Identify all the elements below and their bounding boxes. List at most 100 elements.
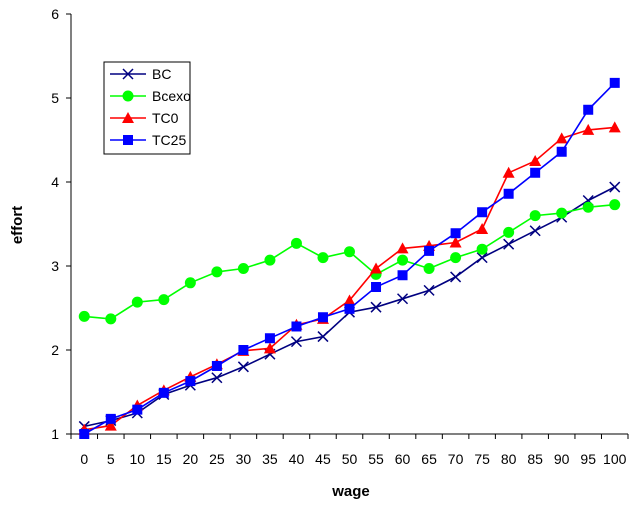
data-point-bc xyxy=(397,293,409,305)
x-tick-label: 55 xyxy=(368,451,384,467)
data-point-bc xyxy=(450,271,462,283)
data-point-bc xyxy=(609,181,621,193)
x-tick-label: 10 xyxy=(130,451,146,467)
data-point-bcexo xyxy=(556,207,568,219)
data-point-bc xyxy=(503,238,515,250)
y-tick-label: 1 xyxy=(51,426,59,442)
x-tick-label: 70 xyxy=(448,451,464,467)
data-point-bcexo xyxy=(184,277,196,289)
data-point-tc25 xyxy=(211,360,222,371)
x-tick-label: 15 xyxy=(156,451,172,467)
data-point-bcexo xyxy=(423,263,435,275)
data-point-bc xyxy=(237,361,249,373)
data-point-bcexo xyxy=(609,199,621,211)
legend-marker-tc25 xyxy=(123,135,133,145)
data-point-bcexo xyxy=(158,294,170,306)
data-point-bcexo xyxy=(317,252,329,264)
x-axis-title: wage xyxy=(331,483,370,500)
data-point-tc0 xyxy=(449,236,462,248)
data-point-tc0 xyxy=(104,419,117,431)
data-point-bcexo xyxy=(503,226,515,238)
x-tick-label: 30 xyxy=(236,451,252,467)
data-point-bcexo xyxy=(264,254,276,266)
data-point-bc xyxy=(529,225,541,237)
data-point-bcexo xyxy=(237,263,249,275)
legend-marker-tc0 xyxy=(122,112,134,123)
data-point-bcexo xyxy=(105,313,117,325)
data-point-bc xyxy=(317,331,329,343)
data-point-bcexo xyxy=(131,296,143,308)
data-point-tc25 xyxy=(79,429,90,439)
legend-marker-bcexo xyxy=(122,90,134,102)
x-tick-label: 100 xyxy=(603,451,627,467)
data-point-bc xyxy=(370,301,382,313)
data-point-tc25 xyxy=(291,321,302,332)
data-point-tc25 xyxy=(185,376,196,387)
data-point-tc25 xyxy=(238,345,249,355)
data-point-tc0 xyxy=(529,155,542,166)
x-tick-label: 90 xyxy=(554,451,570,467)
data-point-bcexo xyxy=(290,237,302,249)
data-point-bc xyxy=(290,336,302,348)
data-point-bcexo xyxy=(344,246,355,258)
x-tick-label: 85 xyxy=(527,451,543,467)
data-point-bcexo xyxy=(529,210,541,222)
data-point-bcexo xyxy=(397,254,409,266)
data-point-bcexo xyxy=(211,266,223,278)
y-tick-label: 5 xyxy=(51,90,59,106)
data-point-tc0 xyxy=(343,294,356,306)
data-point-tc0 xyxy=(502,166,515,178)
x-tick-label: 50 xyxy=(342,451,358,467)
legend-label-bc: BC xyxy=(152,66,171,82)
x-tick-label: 25 xyxy=(209,451,225,467)
data-point-tc25 xyxy=(477,207,488,218)
data-point-bcexo xyxy=(450,252,462,264)
x-tick-label: 80 xyxy=(501,451,517,467)
y-axis-title: effort xyxy=(9,206,26,244)
data-point-tc25 xyxy=(503,188,514,199)
legend-label-tc25: TC25 xyxy=(152,132,186,148)
data-point-tc0 xyxy=(370,262,383,274)
y-tick-label: 2 xyxy=(51,342,59,358)
data-point-tc25 xyxy=(556,146,567,157)
data-point-bcexo xyxy=(582,201,594,213)
legend-label-tc0: TC0 xyxy=(152,110,179,126)
x-tick-label: 75 xyxy=(474,451,490,467)
legend-box xyxy=(103,61,191,155)
data-point-tc25 xyxy=(317,312,328,323)
y-tick-label: 3 xyxy=(51,258,59,274)
x-tick-label: 65 xyxy=(421,451,437,467)
data-point-tc0 xyxy=(396,242,409,254)
data-point-tc0 xyxy=(555,132,568,144)
data-point-bcexo xyxy=(78,310,90,322)
x-tick-label: 40 xyxy=(289,451,305,467)
data-point-tc25 xyxy=(371,282,382,292)
data-point-tc25 xyxy=(609,77,620,88)
x-tick-label: 20 xyxy=(183,451,199,467)
x-tick-label: 5 xyxy=(107,451,115,467)
legend: BC Bcexo TC0 TC25 xyxy=(103,61,191,155)
data-point-tc25 xyxy=(583,104,594,115)
data-point-tc25 xyxy=(158,387,169,398)
data-point-tc25 xyxy=(105,413,116,424)
x-tick-label: 45 xyxy=(315,451,331,467)
data-point-tc25 xyxy=(530,167,541,178)
x-tick-label: 95 xyxy=(580,451,596,467)
data-point-bcexo xyxy=(476,243,488,255)
data-point-tc25 xyxy=(424,245,435,256)
data-point-tc0 xyxy=(582,123,595,135)
x-tick-label: 0 xyxy=(80,451,88,467)
data-point-tc25 xyxy=(344,303,355,314)
legend-marker-bc xyxy=(122,68,134,80)
data-point-bc xyxy=(211,372,223,384)
data-point-tc25 xyxy=(264,333,275,344)
x-tick-label: 60 xyxy=(395,451,411,467)
data-point-tc0 xyxy=(608,121,621,133)
y-tick-label: 4 xyxy=(51,174,59,190)
data-point-tc25 xyxy=(397,270,408,281)
data-point-tc25 xyxy=(450,228,461,239)
data-point-tc25 xyxy=(132,404,143,415)
legend-label-bcexo: Bcexo xyxy=(152,88,191,104)
